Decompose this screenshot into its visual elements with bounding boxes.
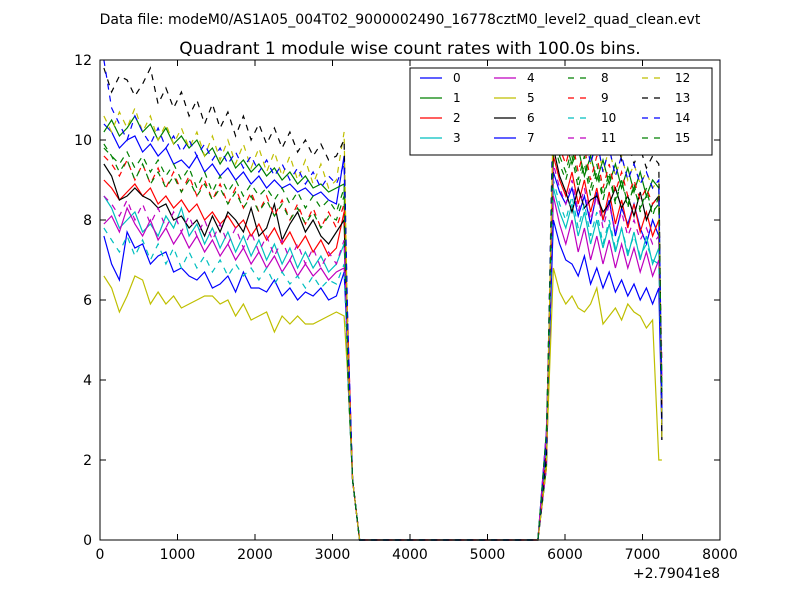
legend-label-3: 3: [453, 131, 461, 145]
axis-ticks: 0 1000 2000 3000 4000 5000 6000 7000 80000246810…: [74, 53, 738, 563]
legend-box: [409, 67, 713, 156]
x-tick-label: 2000: [237, 547, 273, 563]
legend-label-12: 12: [675, 71, 690, 85]
legend-label-8: 8: [601, 71, 609, 85]
x-tick-label: 3000: [315, 547, 351, 563]
series-line-0: [103, 123, 663, 541]
legend-label-0: 0: [453, 71, 461, 85]
legend-label-9: 9: [601, 91, 609, 105]
chart-title: Quadrant 1 module wise count rates with …: [179, 39, 640, 59]
x-tick-label: 7000: [625, 547, 661, 563]
y-tick-label: 2: [83, 453, 92, 469]
x-offset-label: +2.79041e8: [633, 566, 720, 582]
x-tick-label: 5000: [470, 547, 506, 563]
legend-label-6: 6: [527, 111, 535, 125]
x-tick-label: 0: [96, 547, 105, 563]
series-line-4: [103, 195, 663, 541]
chart-suptitle: Data file: modeM0/AS1A05_004T02_90000024…: [100, 12, 701, 28]
x-tick-label: 1000: [160, 547, 196, 563]
series-line-12: [103, 106, 663, 541]
legend-label-10: 10: [601, 111, 616, 125]
series-line-11: [103, 163, 663, 541]
series-line-2: [103, 155, 663, 541]
series-line-8: [103, 139, 663, 541]
x-tick-label: 8000: [702, 547, 738, 563]
series-line-5: [103, 267, 662, 541]
series-line-10: [103, 179, 663, 541]
legend-label-5: 5: [527, 91, 535, 105]
series-line-7: [103, 219, 663, 541]
legend-label-13: 13: [675, 91, 690, 105]
y-tick-label: 8: [83, 213, 92, 229]
y-tick-label: 4: [83, 373, 92, 389]
legend-label-15: 15: [675, 131, 690, 145]
y-tick-label: 10: [74, 133, 92, 149]
x-tick-label: 6000: [547, 547, 583, 563]
series-line-3: [103, 187, 663, 541]
series-line-6: [103, 147, 663, 541]
series-line-1: [103, 114, 663, 541]
y-tick-label: 6: [83, 293, 92, 309]
legend-label-1: 1: [453, 91, 461, 105]
legend-label-2: 2: [453, 111, 461, 125]
legend-label-4: 4: [527, 71, 535, 85]
legend-label-14: 14: [675, 111, 690, 125]
legend-label-7: 7: [527, 131, 535, 145]
y-tick-label: 0: [83, 533, 92, 549]
x-tick-label: 4000: [392, 547, 428, 563]
y-tick-label: 12: [74, 53, 92, 69]
series-line-15: [103, 131, 663, 541]
legend-label-11: 11: [601, 131, 616, 145]
